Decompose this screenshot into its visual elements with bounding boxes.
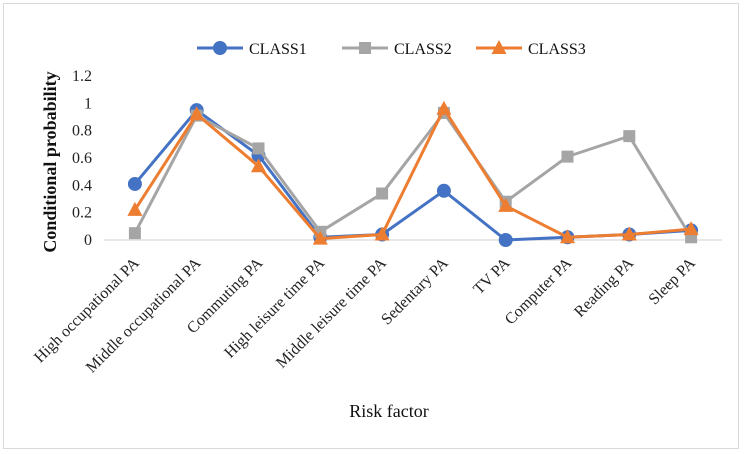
point-class3-commuting-pa <box>251 158 266 173</box>
point-class2-commuting-pa <box>252 142 265 155</box>
legend-label-class1: CLASS1 <box>249 41 307 58</box>
point-class2-computer-pa <box>561 150 574 163</box>
legend-marker-class3 <box>491 40 507 54</box>
x-tick-label-computer-pa: Computer PA <box>502 254 576 328</box>
y-tick-label: 1 <box>84 95 92 112</box>
legend-item-class2: CLASS2 <box>342 41 452 58</box>
point-class3-high-leisure-time-pa <box>312 230 328 245</box>
x-axis-title: Risk factor <box>349 401 428 421</box>
series-class3 <box>127 100 699 245</box>
x-tick-label-high-occupational-pa: High occupational PA <box>31 254 143 366</box>
legend: CLASS1 CLASS2 CLASS3 <box>197 40 586 58</box>
legend-item-class3: CLASS3 <box>476 40 586 58</box>
x-tick-label-middle-occupational-pa: Middle occupational PA <box>83 254 205 376</box>
point-class3-computer-pa <box>560 229 575 244</box>
legend-label-class3: CLASS3 <box>528 41 586 58</box>
series-line-class1 <box>133 108 692 242</box>
point-class3-sleep-pa <box>683 221 699 236</box>
x-tick-label-tv-pa: TV PA <box>470 254 513 297</box>
legend-item-class1: CLASS1 <box>197 41 307 58</box>
point-class2-middle-leisure-time-pa <box>376 187 389 200</box>
point-class1-high-occupational-pa <box>127 176 142 191</box>
point-class2-high-occupational-pa <box>128 227 141 240</box>
point-class1-sedentary-pa <box>436 183 451 198</box>
y-tick-label: 0.4 <box>72 177 92 194</box>
point-class3-tv-pa <box>498 197 514 212</box>
legend-label-class2: CLASS2 <box>394 41 452 58</box>
y-tick-label: 0.8 <box>72 123 92 140</box>
y-tick-label: 0 <box>84 232 92 249</box>
series-line-class2 <box>133 111 693 239</box>
point-class2-reading-pa <box>623 130 636 143</box>
x-tick-label-sleep-pa: Sleep PA <box>646 254 700 308</box>
line-chart: CLASS1 CLASS2 CLASS3 0 0.2 0.4 0.6 0.8 1 1.2 High… <box>31 40 722 421</box>
x-tick-label-sedentary-pa: Sedentary PA <box>378 254 452 328</box>
series-line-class3 <box>133 107 692 241</box>
point-class3-reading-pa <box>621 226 637 241</box>
legend-marker-class2 <box>359 42 371 54</box>
x-tick-label-reading-pa: Reading PA <box>571 254 637 320</box>
point-class3-high-occupational-pa <box>127 201 143 216</box>
point-class3-middle-occupational-pa <box>189 106 205 121</box>
y-tick-label: 0.6 <box>72 150 92 167</box>
y-axis-title: Conditional probability <box>40 71 60 252</box>
series-layer <box>127 100 699 247</box>
point-class3-sedentary-pa <box>436 100 452 115</box>
y-tick-label: 1.2 <box>72 68 92 85</box>
point-class3-middle-leisure-time-pa <box>374 226 390 241</box>
chart-frame: CLASS1 CLASS2 CLASS3 0 0.2 0.4 0.6 0.8 1 1.2 High… <box>3 3 739 449</box>
y-tick-label: 0.2 <box>72 205 92 222</box>
point-class1-tv-pa <box>498 233 513 247</box>
legend-marker-class1 <box>213 41 227 55</box>
x-tick-label-middle-leisure-time-pa: Middle leisure time PA <box>273 254 390 371</box>
